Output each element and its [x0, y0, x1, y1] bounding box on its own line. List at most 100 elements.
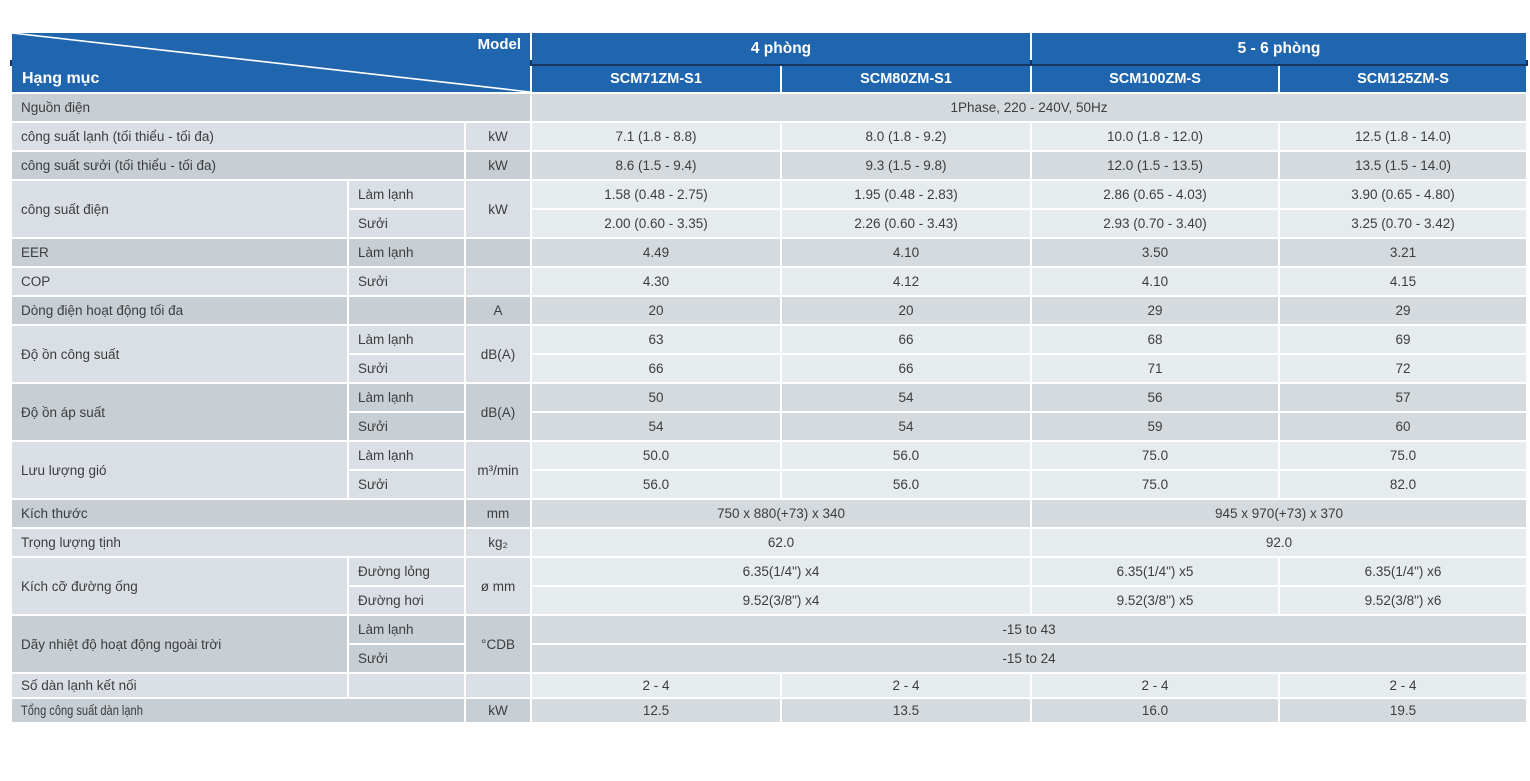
spec-sublabel: Sưởi — [349, 645, 464, 672]
spec-value: 69 — [1280, 326, 1527, 353]
spec-sublabel: Làm lạnh — [349, 181, 464, 208]
spec-value: 56.0 — [782, 471, 1030, 498]
spec-value: 3.90 (0.65 - 4.80) — [1280, 181, 1527, 208]
model-column-header: SCM100ZM-S — [1032, 66, 1278, 92]
spec-value: 2.00 (0.60 - 3.35) — [532, 210, 780, 237]
spec-unit: mm — [466, 500, 530, 527]
spec-value: 2 - 4 — [1032, 674, 1278, 697]
spec-value: 82.0 — [1280, 471, 1527, 498]
spec-value: 750 x 880(+73) x 340 — [532, 500, 1030, 527]
spec-label: Độ ồn công suất — [12, 326, 347, 382]
spec-unit: kW — [466, 123, 530, 150]
spec-label: COP — [12, 268, 347, 295]
model-column-header: SCM80ZM-S1 — [782, 66, 1030, 92]
spec-sublabel — [349, 297, 464, 324]
spec-unit: A — [466, 297, 530, 324]
spec-value: 2 - 4 — [1280, 674, 1527, 697]
spec-value: 12.5 — [532, 699, 780, 722]
spec-value: 59 — [1032, 413, 1278, 440]
spec-label: Dòng điện hoạt động tối đa — [12, 297, 347, 324]
spec-value: 2.86 (0.65 - 4.03) — [1032, 181, 1278, 208]
spec-label: Kích thước — [12, 500, 464, 527]
spec-value: 9.3 (1.5 - 9.8) — [782, 152, 1030, 179]
spec-value: 50.0 — [532, 442, 780, 469]
spec-sublabel: Làm lạnh — [349, 616, 464, 643]
spec-value: 6.35(1/4") x6 — [1280, 558, 1527, 585]
spec-value: -15 to 43 — [532, 616, 1527, 643]
spec-label: Dãy nhiệt độ hoạt động ngoài trời — [12, 616, 347, 672]
spec-unit: dB(A) — [466, 326, 530, 382]
spec-unit: ø mm — [466, 558, 530, 614]
spec-label: Số dàn lạnh kết nối — [12, 674, 347, 697]
spec-value: 75.0 — [1032, 471, 1278, 498]
spec-unit — [466, 674, 530, 697]
spec-value: 3.50 — [1032, 239, 1278, 266]
spec-sublabel: Sưởi — [349, 210, 464, 237]
spec-table: Model Hạng mục 4 phòng 5 - 6 phòng SCM71… — [10, 31, 1528, 724]
spec-value: 68 — [1032, 326, 1278, 353]
spec-value: 20 — [532, 297, 780, 324]
spec-value: 10.0 (1.8 - 12.0) — [1032, 123, 1278, 150]
spec-value: 54 — [782, 384, 1030, 411]
spec-value: 8.0 (1.8 - 9.2) — [782, 123, 1030, 150]
spec-value: 54 — [782, 413, 1030, 440]
spec-value: 4.12 — [782, 268, 1030, 295]
spec-value: 54 — [532, 413, 780, 440]
spec-unit: kW — [466, 152, 530, 179]
spec-value: 1Phase, 220 - 240V, 50Hz — [532, 94, 1527, 121]
spec-label: Trọng lượng tịnh — [12, 529, 464, 556]
spec-value: 92.0 — [1032, 529, 1527, 556]
spec-value: 9.52(3/8") x5 — [1032, 587, 1278, 614]
spec-label-text: Tổng công suất dàn lạnh — [21, 703, 143, 718]
spec-value: 12.5 (1.8 - 14.0) — [1280, 123, 1527, 150]
spec-value: 56.0 — [532, 471, 780, 498]
spec-value: 75.0 — [1032, 442, 1278, 469]
spec-value: 2 - 4 — [782, 674, 1030, 697]
spec-value: 60 — [1280, 413, 1527, 440]
spec-sublabel: Làm lạnh — [349, 326, 464, 353]
diagonal-divider — [12, 33, 530, 92]
spec-value: 75.0 — [1280, 442, 1527, 469]
spec-value: 66 — [782, 326, 1030, 353]
spec-value: 62.0 — [532, 529, 1030, 556]
spec-sublabel: Sưởi — [349, 471, 464, 498]
spec-unit: kg₂ — [466, 529, 530, 556]
spec-value: 71 — [1032, 355, 1278, 382]
spec-value: 4.15 — [1280, 268, 1527, 295]
spec-value: 4.10 — [1032, 268, 1278, 295]
spec-value: 57 — [1280, 384, 1527, 411]
spec-sublabel: Đường hơi — [349, 587, 464, 614]
spec-sublabel: Làm lạnh — [349, 384, 464, 411]
category-header-label: Hạng mục — [22, 70, 100, 87]
spec-value: 4.49 — [532, 239, 780, 266]
spec-value: 3.21 — [1280, 239, 1527, 266]
spec-value: 13.5 — [782, 699, 1030, 722]
spec-value: 29 — [1280, 297, 1527, 324]
group-header-4rooms: 4 phòng — [532, 33, 1030, 64]
spec-value: 2.93 (0.70 - 3.40) — [1032, 210, 1278, 237]
model-header-label: Model — [477, 36, 521, 53]
spec-value: 8.6 (1.5 - 9.4) — [532, 152, 780, 179]
spec-value: 56 — [1032, 384, 1278, 411]
spec-label: Lưu lượng gió — [12, 442, 347, 498]
spec-value: 16.0 — [1032, 699, 1278, 722]
spec-sublabel — [349, 674, 464, 697]
spec-value: 9.52(3/8") x6 — [1280, 587, 1527, 614]
spec-value: 9.52(3/8") x4 — [532, 587, 1030, 614]
model-column-header: SCM71ZM-S1 — [532, 66, 780, 92]
spec-label: Độ ồn áp suất — [12, 384, 347, 440]
spec-value: 72 — [1280, 355, 1527, 382]
spec-sublabel: Sưởi — [349, 413, 464, 440]
spec-value: 7.1 (1.8 - 8.8) — [532, 123, 780, 150]
model-column-header: SCM125ZM-S — [1280, 66, 1527, 92]
spec-unit: °CDB — [466, 616, 530, 672]
spec-sublabel: Làm lạnh — [349, 239, 464, 266]
spec-value: 66 — [782, 355, 1030, 382]
spec-label: công suất lạnh (tối thiểu - tối đa) — [12, 123, 464, 150]
spec-value: 4.30 — [532, 268, 780, 295]
spec-label: Tổng công suất dàn lạnh — [12, 699, 464, 722]
spec-label: công suất điện — [12, 181, 347, 237]
spec-value: 6.35(1/4") x5 — [1032, 558, 1278, 585]
spec-sublabel: Sưởi — [349, 355, 464, 382]
spec-sublabel: Đường lỏng — [349, 558, 464, 585]
